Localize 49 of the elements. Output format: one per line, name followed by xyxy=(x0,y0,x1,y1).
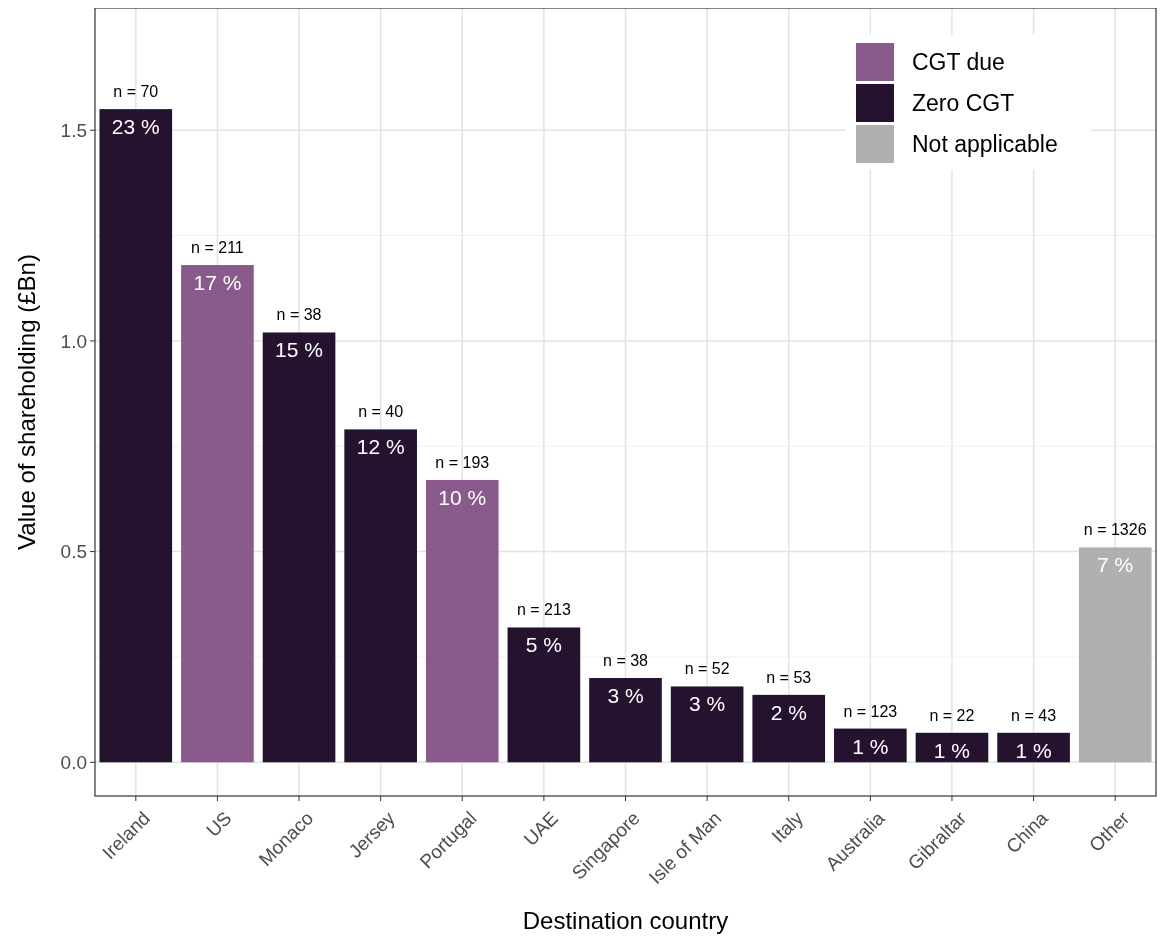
annotation: 15 % xyxy=(275,338,323,362)
annotation: n = 52 xyxy=(684,660,730,678)
y-tick-label: 1.5 xyxy=(60,119,87,141)
annotation: n = 22 xyxy=(929,706,975,724)
bar xyxy=(344,429,417,763)
annotation: n = 211 xyxy=(191,239,244,257)
annotation: 17 % xyxy=(193,271,242,295)
bar xyxy=(589,678,662,763)
x-tick-label: Isle of Man xyxy=(644,807,726,888)
annotation: 2 % xyxy=(770,700,807,724)
annotation: n = 38 xyxy=(603,652,649,670)
x-axis-title: Destination country xyxy=(522,907,729,934)
x-tick-label: US xyxy=(202,807,236,841)
annotation: 1 % xyxy=(933,738,971,762)
bar xyxy=(181,265,254,763)
annotation: n = 1326 xyxy=(1083,521,1147,539)
y-tick-label: 0.0 xyxy=(60,751,87,773)
x-tick-label: Italy xyxy=(767,807,808,847)
annotation: 3 % xyxy=(689,692,726,716)
y-tick-label: 0.5 xyxy=(60,541,87,563)
annotation: n = 193 xyxy=(435,453,490,471)
bar xyxy=(834,728,907,763)
y-axis-title: Value of shareholding (£Bn) xyxy=(13,254,40,550)
y-tick-label: 1.0 xyxy=(60,330,87,352)
legend-label: Not applicable xyxy=(912,131,1058,158)
annotation: 1 % xyxy=(852,734,889,758)
bar xyxy=(1078,547,1152,763)
annotation: 10 % xyxy=(438,485,487,509)
annotation: 5 % xyxy=(525,633,562,657)
bar xyxy=(99,109,173,763)
bar xyxy=(752,694,826,763)
annotation: 1 % xyxy=(1015,738,1052,762)
annotation: n = 38 xyxy=(276,306,322,324)
annotation: 12 % xyxy=(356,435,405,459)
annotation: n = 53 xyxy=(766,668,812,686)
annotation: n = 43 xyxy=(1011,706,1057,724)
annotation: 23 % xyxy=(111,115,160,139)
legend-label: Zero CGT xyxy=(912,90,1015,117)
annotation: n = 123 xyxy=(843,702,898,720)
annotation: n = 213 xyxy=(516,601,571,619)
bar xyxy=(262,332,336,763)
annotation: 3 % xyxy=(607,684,644,708)
bar xyxy=(425,479,499,763)
legend-label: CGT due xyxy=(912,49,1005,76)
bar xyxy=(670,686,744,763)
annotation: n = 40 xyxy=(358,403,404,421)
annotation: n = 70 xyxy=(113,83,159,101)
bar xyxy=(507,627,581,763)
annotation: 7 % xyxy=(1097,553,1134,577)
